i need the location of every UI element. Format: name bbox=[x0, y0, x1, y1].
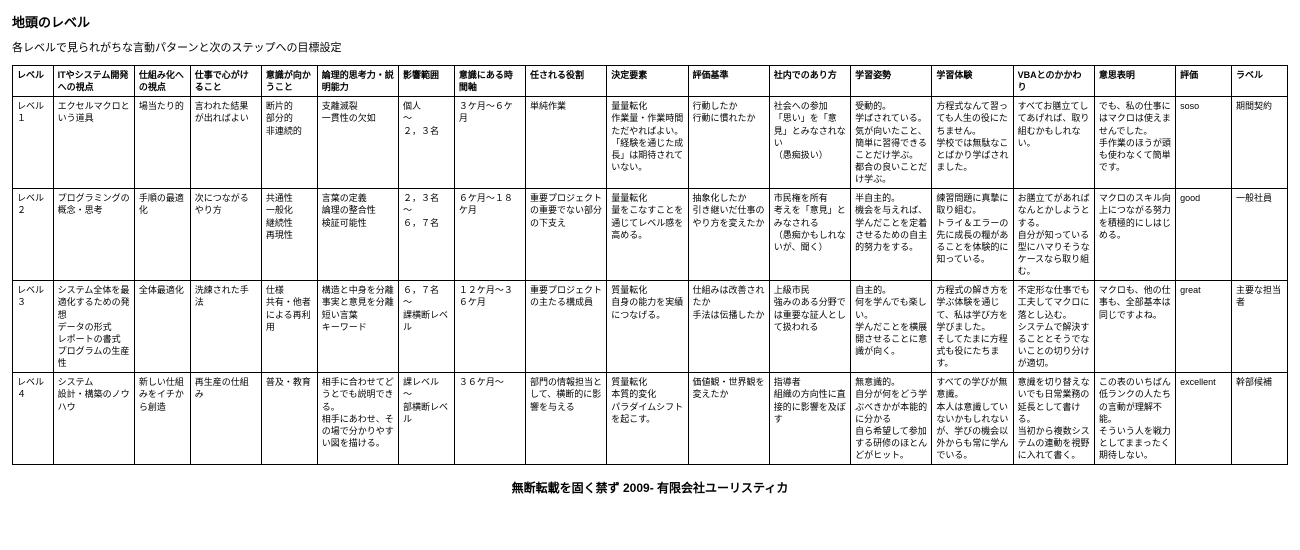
column-header: ITやシステム開発への視点 bbox=[53, 66, 134, 97]
table-cell: すべてお膳立てしてあげれば、取り組むかもしれない。 bbox=[1013, 97, 1094, 189]
subtitle: 各レベルで見られがちな言動パターンと次のステップへの目標設定 bbox=[12, 39, 1288, 55]
table-cell: 再生産の仕組み bbox=[190, 373, 261, 465]
row-level-label: レベル２ bbox=[13, 189, 54, 281]
column-header: 任される役割 bbox=[526, 66, 607, 97]
row-level-label: レベル３ bbox=[13, 281, 54, 373]
table-cell: 言われた結果が出ればよい bbox=[190, 97, 261, 189]
column-header: VBAとのかかわり bbox=[1013, 66, 1094, 97]
row-level-label: レベル４ bbox=[13, 373, 54, 465]
table-cell: 重要プロジェクトの重要でない部分の下支え bbox=[526, 189, 607, 281]
table-cell: 一般社員 bbox=[1232, 189, 1288, 281]
column-header: 意識が向かうこと bbox=[261, 66, 317, 97]
table-cell: 手順の最適化 bbox=[134, 189, 190, 281]
column-header: 仕事で心がけること bbox=[190, 66, 261, 97]
column-header: 評価基準 bbox=[688, 66, 769, 97]
table-row: レベル４システム設計・構築のノウハウ新しい仕組みをイチから創造再生産の仕組み普及… bbox=[13, 373, 1288, 465]
table-cell: 量量転化作業量・作業時間ただやればよい。「経験を通じた成長」は期待されていない。 bbox=[607, 97, 688, 189]
table-cell: good bbox=[1176, 189, 1232, 281]
table-cell: 個人～２，３名 bbox=[399, 97, 455, 189]
table-cell: ３ケ月～６ケ月 bbox=[454, 97, 525, 189]
column-header: 評価 bbox=[1176, 66, 1232, 97]
table-cell: soso bbox=[1176, 97, 1232, 189]
table-row: レベル１エクセルマクロという道具場当たり的言われた結果が出ればよい断片的部分的非… bbox=[13, 97, 1288, 189]
column-header: 決定要素 bbox=[607, 66, 688, 97]
table-cell: great bbox=[1176, 281, 1232, 373]
table-cell: 幹部候補 bbox=[1232, 373, 1288, 465]
table-cell: 半自主的。機会を与えれば、学んだことを定着させるための自主的努力をする。 bbox=[851, 189, 932, 281]
table-cell: 支離滅裂一貫性の欠如 bbox=[317, 97, 398, 189]
table-cell: システム設計・構築のノウハウ bbox=[53, 373, 134, 465]
column-header: 学習体験 bbox=[932, 66, 1013, 97]
column-header: 社内でのあり方 bbox=[769, 66, 850, 97]
column-header: ラベル bbox=[1232, 66, 1288, 97]
table-cell: ６，７名～課横断レベル bbox=[399, 281, 455, 373]
table-cell: 洗練された手法 bbox=[190, 281, 261, 373]
table-cell: 受動的。学ばされている。気が向いたこと、簡単に習得できることだけ学ぶ。都合の良い… bbox=[851, 97, 932, 189]
table-cell: この表のいちばん低ランクの人たちの言動が理解不能。そういう人を戦力としてままった… bbox=[1094, 373, 1175, 465]
table-cell: 質量転化自身の能力を実績につなげる。 bbox=[607, 281, 688, 373]
table-cell: 期間契約 bbox=[1232, 97, 1288, 189]
table-cell: １２ケ月～３６ケ月 bbox=[454, 281, 525, 373]
table-cell: マクロも、他の仕事も、全部基本は同じですよね。 bbox=[1094, 281, 1175, 373]
row-level-label: レベル１ bbox=[13, 97, 54, 189]
table-cell: 自主的。何を学んでも楽しい。学んだことを横展開させることに意識が向く。 bbox=[851, 281, 932, 373]
table-row: レベル２プログラミングの概念・思考手順の最適化次につながるやり方共通性一般化継続… bbox=[13, 189, 1288, 281]
table-cell: 不定形な仕事でも工夫してマクロに落とし込む。システムで解決することとそうでないこ… bbox=[1013, 281, 1094, 373]
table-cell: 構造と中身を分離事実と意見を分離短い言葉キーワード bbox=[317, 281, 398, 373]
table-cell: 社会への参加「思い」を「意見」とみなされない（愚痴扱い） bbox=[769, 97, 850, 189]
table-cell: 量量転化量をこなすことを通じてレベル感を高める。 bbox=[607, 189, 688, 281]
table-cell: 行動したか行動に慣れたか bbox=[688, 97, 769, 189]
table-cell: システム全体を最適化するための発想データの形式レポートの書式プログラムの生産性 bbox=[53, 281, 134, 373]
column-header: 意思表明 bbox=[1094, 66, 1175, 97]
column-header: 学習姿勢 bbox=[851, 66, 932, 97]
column-header: 意識にある時間軸 bbox=[454, 66, 525, 97]
table-cell: 意識を切り替えないでも日常業務の延長として書ける。当初から複数システムの連動を視… bbox=[1013, 373, 1094, 465]
page-title: 地頭のレベル bbox=[12, 12, 1288, 31]
table-cell: 部門の情報担当として、横断的に影響を与える bbox=[526, 373, 607, 465]
table-cell: 場当たり的 bbox=[134, 97, 190, 189]
table-cell: 方程式の解き方を学ぶ体験を通じて、私は学び方を学びました。そしてたまに方程式も役… bbox=[932, 281, 1013, 373]
table-cell: 仕組みは改善されたか手法は伝播したか bbox=[688, 281, 769, 373]
table-cell: 言葉の定義論理の整合性検証可能性 bbox=[317, 189, 398, 281]
table-cell: 練習問題に真摯に取り組む。トライ＆エラーの先に成長の糧があることを体験的に知って… bbox=[932, 189, 1013, 281]
table-cell: 断片的部分的非連続的 bbox=[261, 97, 317, 189]
table-cell: ３６ケ月～ bbox=[454, 373, 525, 465]
table-cell: 指導者組織の方向性に直接的に影響を及ぼす bbox=[769, 373, 850, 465]
table-cell: excellent bbox=[1176, 373, 1232, 465]
table-cell: 質量転化本質的変化パラダイムシフトを起こす。 bbox=[607, 373, 688, 465]
table-cell: 主要な担当者 bbox=[1232, 281, 1288, 373]
table-cell: 価値観・世界観を変えたか bbox=[688, 373, 769, 465]
table-cell: 上級市民強みのある分野では重要な証人として扱われる bbox=[769, 281, 850, 373]
table-cell: お膳立てがあればなんとかしようとする。自分が知っている型にハマりそうなケースなら… bbox=[1013, 189, 1094, 281]
table-row: レベル３システム全体を最適化するための発想データの形式レポートの書式プログラムの… bbox=[13, 281, 1288, 373]
table-cell: 方程式なんて習っても人生の役にたちません。学校では無駄なことばかり学ばされました… bbox=[932, 97, 1013, 189]
table-cell: 新しい仕組みをイチから創造 bbox=[134, 373, 190, 465]
table-cell: 課レベル～部横断レベル bbox=[399, 373, 455, 465]
footer-copyright: 無断転載を固く禁ず 2009- 有限会社ユーリスティカ bbox=[12, 479, 1288, 496]
table-cell: 無意識的。自分が何をどう学ぶべきかが本能的に分かる自ら希望して参加する研修のほと… bbox=[851, 373, 932, 465]
table-cell: 単純作業 bbox=[526, 97, 607, 189]
table-cell: 共通性一般化継続性再現性 bbox=[261, 189, 317, 281]
table-cell: すべての学びが無意識。本人は意識していないかもしれないが、学びの機会以外からも常… bbox=[932, 373, 1013, 465]
column-header: 論理的思考力・説明能力 bbox=[317, 66, 398, 97]
table-cell: 仕様共有・他者による再利用 bbox=[261, 281, 317, 373]
level-table: レベルITやシステム開発への視点仕組み化への視点仕事で心がけること意識が向かうこ… bbox=[12, 65, 1288, 465]
table-cell: 抽象化したか引き継いだ仕事のやり方を変えたか bbox=[688, 189, 769, 281]
table-cell: プログラミングの概念・思考 bbox=[53, 189, 134, 281]
table-cell: でも、私の仕事にはマクロは使えませんでした。手作業のほうが頭も使わなくて簡単です… bbox=[1094, 97, 1175, 189]
table-cell: 次につながるやり方 bbox=[190, 189, 261, 281]
table-cell: エクセルマクロという道具 bbox=[53, 97, 134, 189]
table-cell: ６ケ月～１８ケ月 bbox=[454, 189, 525, 281]
table-cell: 市民権を所有考えを「意見」とみなされる（愚痴かもしれないが、聞く） bbox=[769, 189, 850, 281]
table-cell: 重要プロジェクトの主たる構成員 bbox=[526, 281, 607, 373]
table-cell: 普及・教育 bbox=[261, 373, 317, 465]
table-cell: 相手に合わせてどうとでも説明できる。相手にあわせ、その場で分かりやすい図を描ける… bbox=[317, 373, 398, 465]
column-header: 影響範囲 bbox=[399, 66, 455, 97]
column-header: レベル bbox=[13, 66, 54, 97]
table-cell: ２，３名～６，７名 bbox=[399, 189, 455, 281]
table-cell: 全体最適化 bbox=[134, 281, 190, 373]
table-cell: マクロのスキル向上につながる努力を積極的にしはじめる。 bbox=[1094, 189, 1175, 281]
table-header-row: レベルITやシステム開発への視点仕組み化への視点仕事で心がけること意識が向かうこ… bbox=[13, 66, 1288, 97]
column-header: 仕組み化への視点 bbox=[134, 66, 190, 97]
